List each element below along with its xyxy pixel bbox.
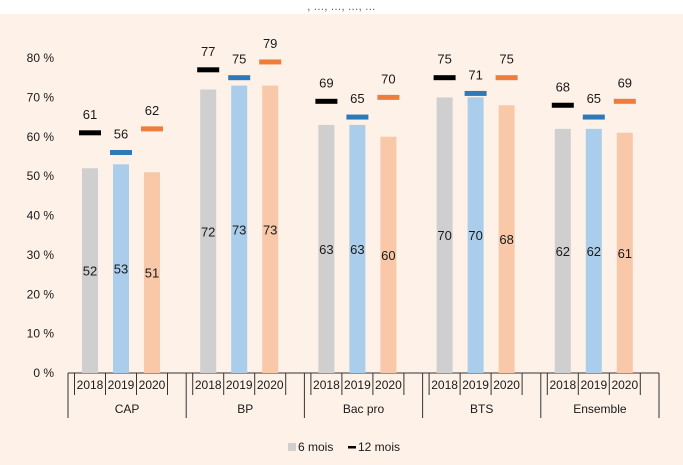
- bar-value-label: 63: [319, 242, 333, 257]
- bar-value-label: 70: [468, 228, 482, 243]
- marker-12-mois: [551, 102, 574, 108]
- marker-value-label: 56: [114, 127, 128, 142]
- marker-12-mois: [582, 114, 605, 120]
- x-tick-year-label: 2019: [108, 378, 135, 392]
- legend-swatch-12-mois: [348, 446, 356, 449]
- x-group-label: BP: [237, 402, 253, 416]
- x-tick-year-label: 2020: [493, 378, 520, 392]
- bar-value-label: 51: [145, 266, 159, 281]
- x-tick-year-label: 2020: [611, 378, 638, 392]
- bar-6-mois: [436, 97, 453, 373]
- bar-6-mois: [616, 132, 633, 373]
- x-tick-year-label: 2018: [77, 378, 104, 392]
- marker-value-label: 79: [263, 36, 277, 51]
- marker-value-label: 65: [587, 91, 601, 106]
- bar-6-mois: [318, 124, 335, 373]
- marker-12-mois: [259, 59, 282, 65]
- marker-12-mois: [228, 75, 251, 81]
- marker-12-mois: [197, 67, 220, 73]
- bar-6-mois: [82, 168, 98, 373]
- x-tick-year-label: 2019: [462, 378, 489, 392]
- bar-value-label: 52: [83, 264, 97, 279]
- y-tick-label: 60 %: [27, 130, 55, 144]
- bar-6-mois: [380, 136, 397, 373]
- bar-value-label: 70: [437, 228, 451, 243]
- marker-value-label: 75: [437, 52, 451, 67]
- x-tick-year-label: 2019: [226, 378, 253, 392]
- bar-6-mois: [349, 124, 366, 373]
- bar-6-mois: [467, 97, 484, 373]
- marker-value-label: 62: [145, 103, 159, 118]
- bar-6-mois: [231, 85, 248, 373]
- x-tick-year-label: 2018: [195, 378, 222, 392]
- legend-swatch-6-mois: [288, 443, 296, 451]
- bar-value-label: 60: [381, 248, 395, 263]
- marker-value-label: 75: [232, 52, 246, 67]
- x-tick-year-label: 2020: [375, 378, 402, 392]
- bar-6-mois: [200, 89, 217, 373]
- bar-value-label: 62: [556, 244, 570, 259]
- marker-12-mois: [464, 90, 487, 96]
- bar-value-label: 63: [350, 242, 364, 257]
- bar-value-label: 62: [587, 244, 601, 259]
- y-tick-label: 10 %: [27, 327, 55, 341]
- bar-value-label: 53: [114, 262, 128, 277]
- marker-value-label: 61: [83, 107, 97, 122]
- legend-label-6-mois: 6 mois: [298, 440, 333, 454]
- x-group-label: BTS: [470, 402, 493, 416]
- marker-12-mois: [315, 98, 338, 104]
- bar-6-mois: [113, 164, 129, 373]
- marker-value-label: 71: [468, 67, 482, 82]
- marker-value-label: 65: [350, 91, 364, 106]
- y-tick-label: 70 %: [27, 90, 55, 104]
- x-tick-year-label: 2018: [431, 378, 458, 392]
- marker-12-mois: [346, 114, 369, 120]
- marker-12-mois: [79, 130, 101, 136]
- bar-value-label: 73: [232, 222, 246, 237]
- x-tick-year-label: 2019: [344, 378, 371, 392]
- bar-6-mois: [144, 172, 160, 373]
- marker-12-mois: [613, 98, 636, 104]
- x-tick-year-label: 2018: [313, 378, 340, 392]
- bar-value-label: 61: [618, 246, 632, 261]
- y-tick-label: 40 %: [27, 209, 55, 223]
- bar-chart: 0 % 10 % 20 % 30 % 40 % 50 % 60 % 70 % 80 % 52 61 2…: [27, 36, 660, 454]
- x-group-label: CAP: [115, 402, 140, 416]
- x-tick-year-label: 2020: [257, 378, 284, 392]
- legend-label-12-mois: 12 mois: [358, 440, 400, 454]
- marker-value-label: 75: [499, 52, 513, 67]
- marker-value-label: 68: [556, 79, 570, 94]
- x-tick-year-label: 2018: [549, 378, 576, 392]
- bar-6-mois: [262, 85, 279, 373]
- bar-6-mois: [554, 128, 571, 373]
- y-tick-label: 20 %: [27, 287, 55, 301]
- marker-12-mois: [110, 150, 132, 155]
- y-tick-label: 80 %: [27, 51, 55, 65]
- bar-6-mois: [498, 105, 515, 373]
- y-tick-label: 50 %: [27, 169, 55, 183]
- bar-value-label: 68: [499, 232, 513, 247]
- x-tick-year-label: 2020: [139, 378, 166, 392]
- x-tick-year-label: 2019: [580, 378, 607, 392]
- x-group-label: Bac pro: [343, 402, 385, 416]
- marker-12-mois: [433, 75, 456, 81]
- marker-12-mois: [377, 94, 400, 100]
- y-tick-label: 30 %: [27, 248, 55, 262]
- x-group-label: Ensemble: [573, 402, 627, 416]
- header-fragment: , …, …, …, …: [0, 0, 683, 14]
- bar-value-label: 73: [263, 222, 277, 237]
- chart-panel: 0 % 10 % 20 % 30 % 40 % 50 % 60 % 70 % 80 % 52 61 2…: [0, 14, 683, 465]
- marker-value-label: 70: [381, 71, 395, 86]
- bar-value-label: 72: [201, 224, 215, 239]
- y-tick-label: 0 %: [33, 366, 54, 380]
- marker-value-label: 69: [618, 75, 632, 90]
- marker-12-mois: [141, 126, 163, 132]
- marker-value-label: 69: [319, 75, 333, 90]
- marker-12-mois: [495, 75, 518, 81]
- marker-value-label: 77: [201, 44, 215, 59]
- bar-6-mois: [585, 128, 602, 373]
